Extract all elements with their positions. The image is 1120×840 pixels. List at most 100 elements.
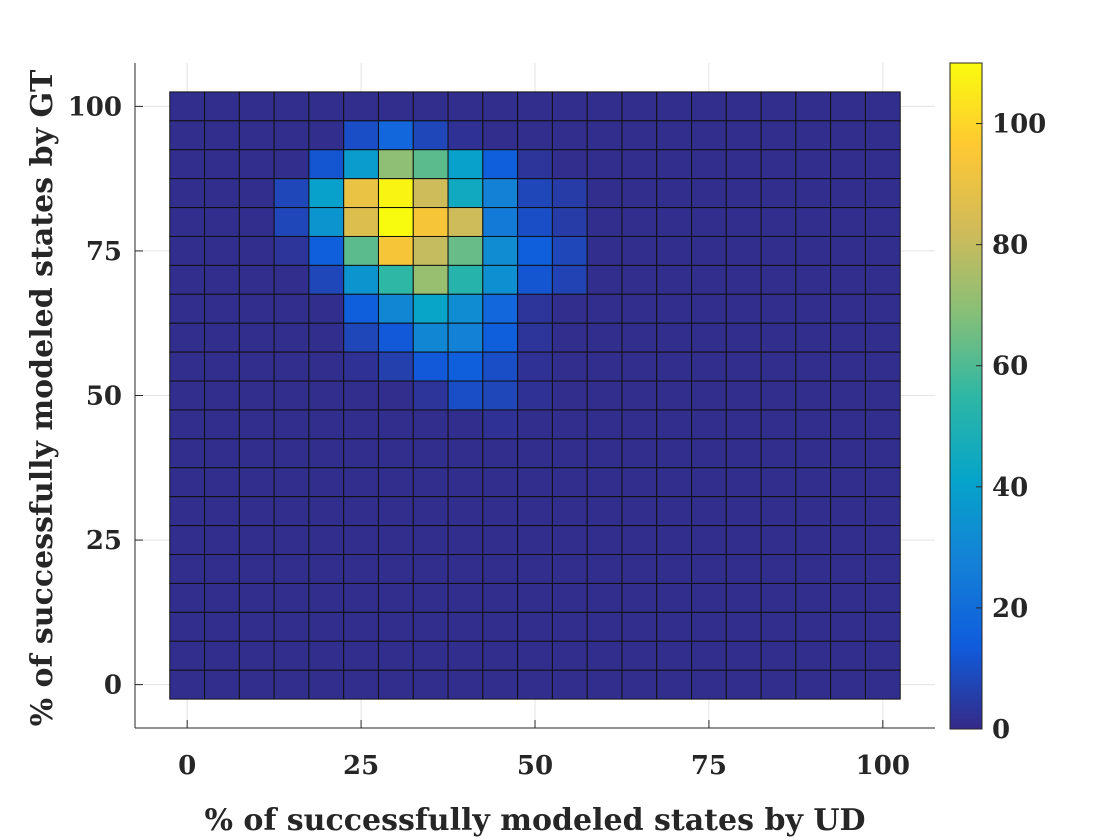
heatmap-cell (760, 322, 797, 353)
heatmap-cell (760, 178, 797, 209)
heatmap-cell (482, 582, 519, 613)
heatmap-cell (656, 351, 693, 382)
heatmap-cell (656, 322, 693, 353)
heatmap-cell (551, 149, 588, 180)
heatmap-cell (308, 351, 345, 382)
heatmap-cell (308, 91, 345, 122)
heatmap-cell (691, 380, 727, 411)
heatmap-cell (621, 149, 658, 180)
heatmap-cell (308, 149, 345, 180)
heatmap-cell (377, 178, 414, 209)
heatmap-cell (273, 351, 310, 382)
heatmap-cell (238, 91, 275, 122)
heatmap-cell (586, 525, 623, 556)
heatmap-cell (586, 380, 623, 411)
heatmap-cell (551, 264, 588, 295)
heatmap-cell (586, 149, 623, 180)
heatmap-cell (169, 207, 206, 237)
heatmap-cell (377, 669, 414, 700)
heatmap-cell (343, 351, 379, 382)
heatmap-cell (273, 293, 310, 324)
heatmap-cell (482, 207, 519, 237)
heatmap-cell (517, 351, 553, 382)
heatmap-cell (169, 351, 206, 382)
heatmap-cell (864, 669, 901, 700)
heatmap-cell (656, 438, 693, 469)
heatmap-cell (204, 207, 240, 237)
heatmap-cell (551, 120, 588, 151)
heatmap-cell (273, 582, 310, 613)
heatmap-cell (830, 178, 866, 209)
heatmap-cell (725, 264, 762, 295)
heatmap-cell (586, 293, 623, 324)
heatmap-cell (864, 640, 901, 671)
heatmap-cell (725, 120, 762, 151)
heatmap-cell (586, 178, 623, 209)
heatmap-cell (482, 438, 519, 469)
heatmap-cell (169, 91, 206, 122)
heatmap-cell (760, 496, 797, 527)
heatmap-cell (377, 91, 414, 122)
heatmap-cell (760, 149, 797, 180)
heatmap-cell (795, 178, 832, 209)
heatmap-cell (760, 293, 797, 324)
heatmap-cell (308, 438, 345, 469)
heatmap-cell (830, 235, 866, 266)
heatmap-cell (238, 264, 275, 295)
heatmap-cell (551, 293, 588, 324)
heatmap-cell (238, 351, 275, 382)
heatmap-cell (586, 235, 623, 266)
heatmap-cell (273, 409, 310, 440)
heatmap-cell (482, 235, 519, 266)
heatmap-cell (169, 496, 206, 527)
heatmap-cell (343, 380, 379, 411)
heatmap-cell (517, 554, 553, 584)
heatmap-cell (795, 120, 832, 151)
heatmap-cell (691, 293, 727, 324)
heatmap-cell (551, 496, 588, 527)
heatmap-cell (830, 582, 866, 613)
heatmap-cell (377, 351, 414, 382)
heatmap-cell (447, 351, 484, 382)
heatmap-cell (204, 582, 240, 613)
heatmap-cell (238, 207, 275, 237)
heatmap-cell (517, 611, 553, 642)
heatmap-cell (238, 611, 275, 642)
heatmap-cell (238, 235, 275, 266)
heatmap-cell (656, 380, 693, 411)
heatmap-cell (447, 438, 484, 469)
heatmap-cell (447, 525, 484, 556)
heatmap-cell (517, 525, 553, 556)
heatmap-cell (482, 554, 519, 584)
heatmap-cell (621, 178, 658, 209)
heatmap-cell (238, 640, 275, 671)
heatmap-cell (621, 554, 658, 584)
heatmap-cell (864, 409, 901, 440)
heatmap-cell (412, 467, 449, 498)
heatmap-cell (725, 293, 762, 324)
heatmap-cell (169, 611, 206, 642)
heatmap-cell (482, 669, 519, 700)
heatmap-cell (830, 380, 866, 411)
heatmap-cell (760, 611, 797, 642)
y-tick-labels: 0 25 50 75 100 (68, 92, 143, 701)
heatmap-cell (204, 351, 240, 382)
heatmap-cell (795, 582, 832, 613)
heatmap-cell (551, 525, 588, 556)
heatmap-cell (586, 554, 623, 584)
y-axis-label: % of successfully modeled states by GT (25, 69, 60, 726)
heatmap-cell (864, 467, 901, 498)
heatmap-cell (656, 91, 693, 122)
heatmap-cell (586, 120, 623, 151)
heatmap-cell (169, 409, 206, 440)
heatmap-cell (864, 235, 901, 266)
heatmap-cell (343, 235, 379, 266)
heatmap-cell (412, 120, 449, 151)
heatmap-cell (169, 235, 206, 266)
heatmap-cell (377, 438, 414, 469)
heatmap-cell (517, 264, 553, 295)
heatmap-cell (169, 293, 206, 324)
heatmap-cell (864, 351, 901, 382)
heatmap-cell (308, 120, 345, 151)
heatmap-cell (482, 264, 519, 295)
